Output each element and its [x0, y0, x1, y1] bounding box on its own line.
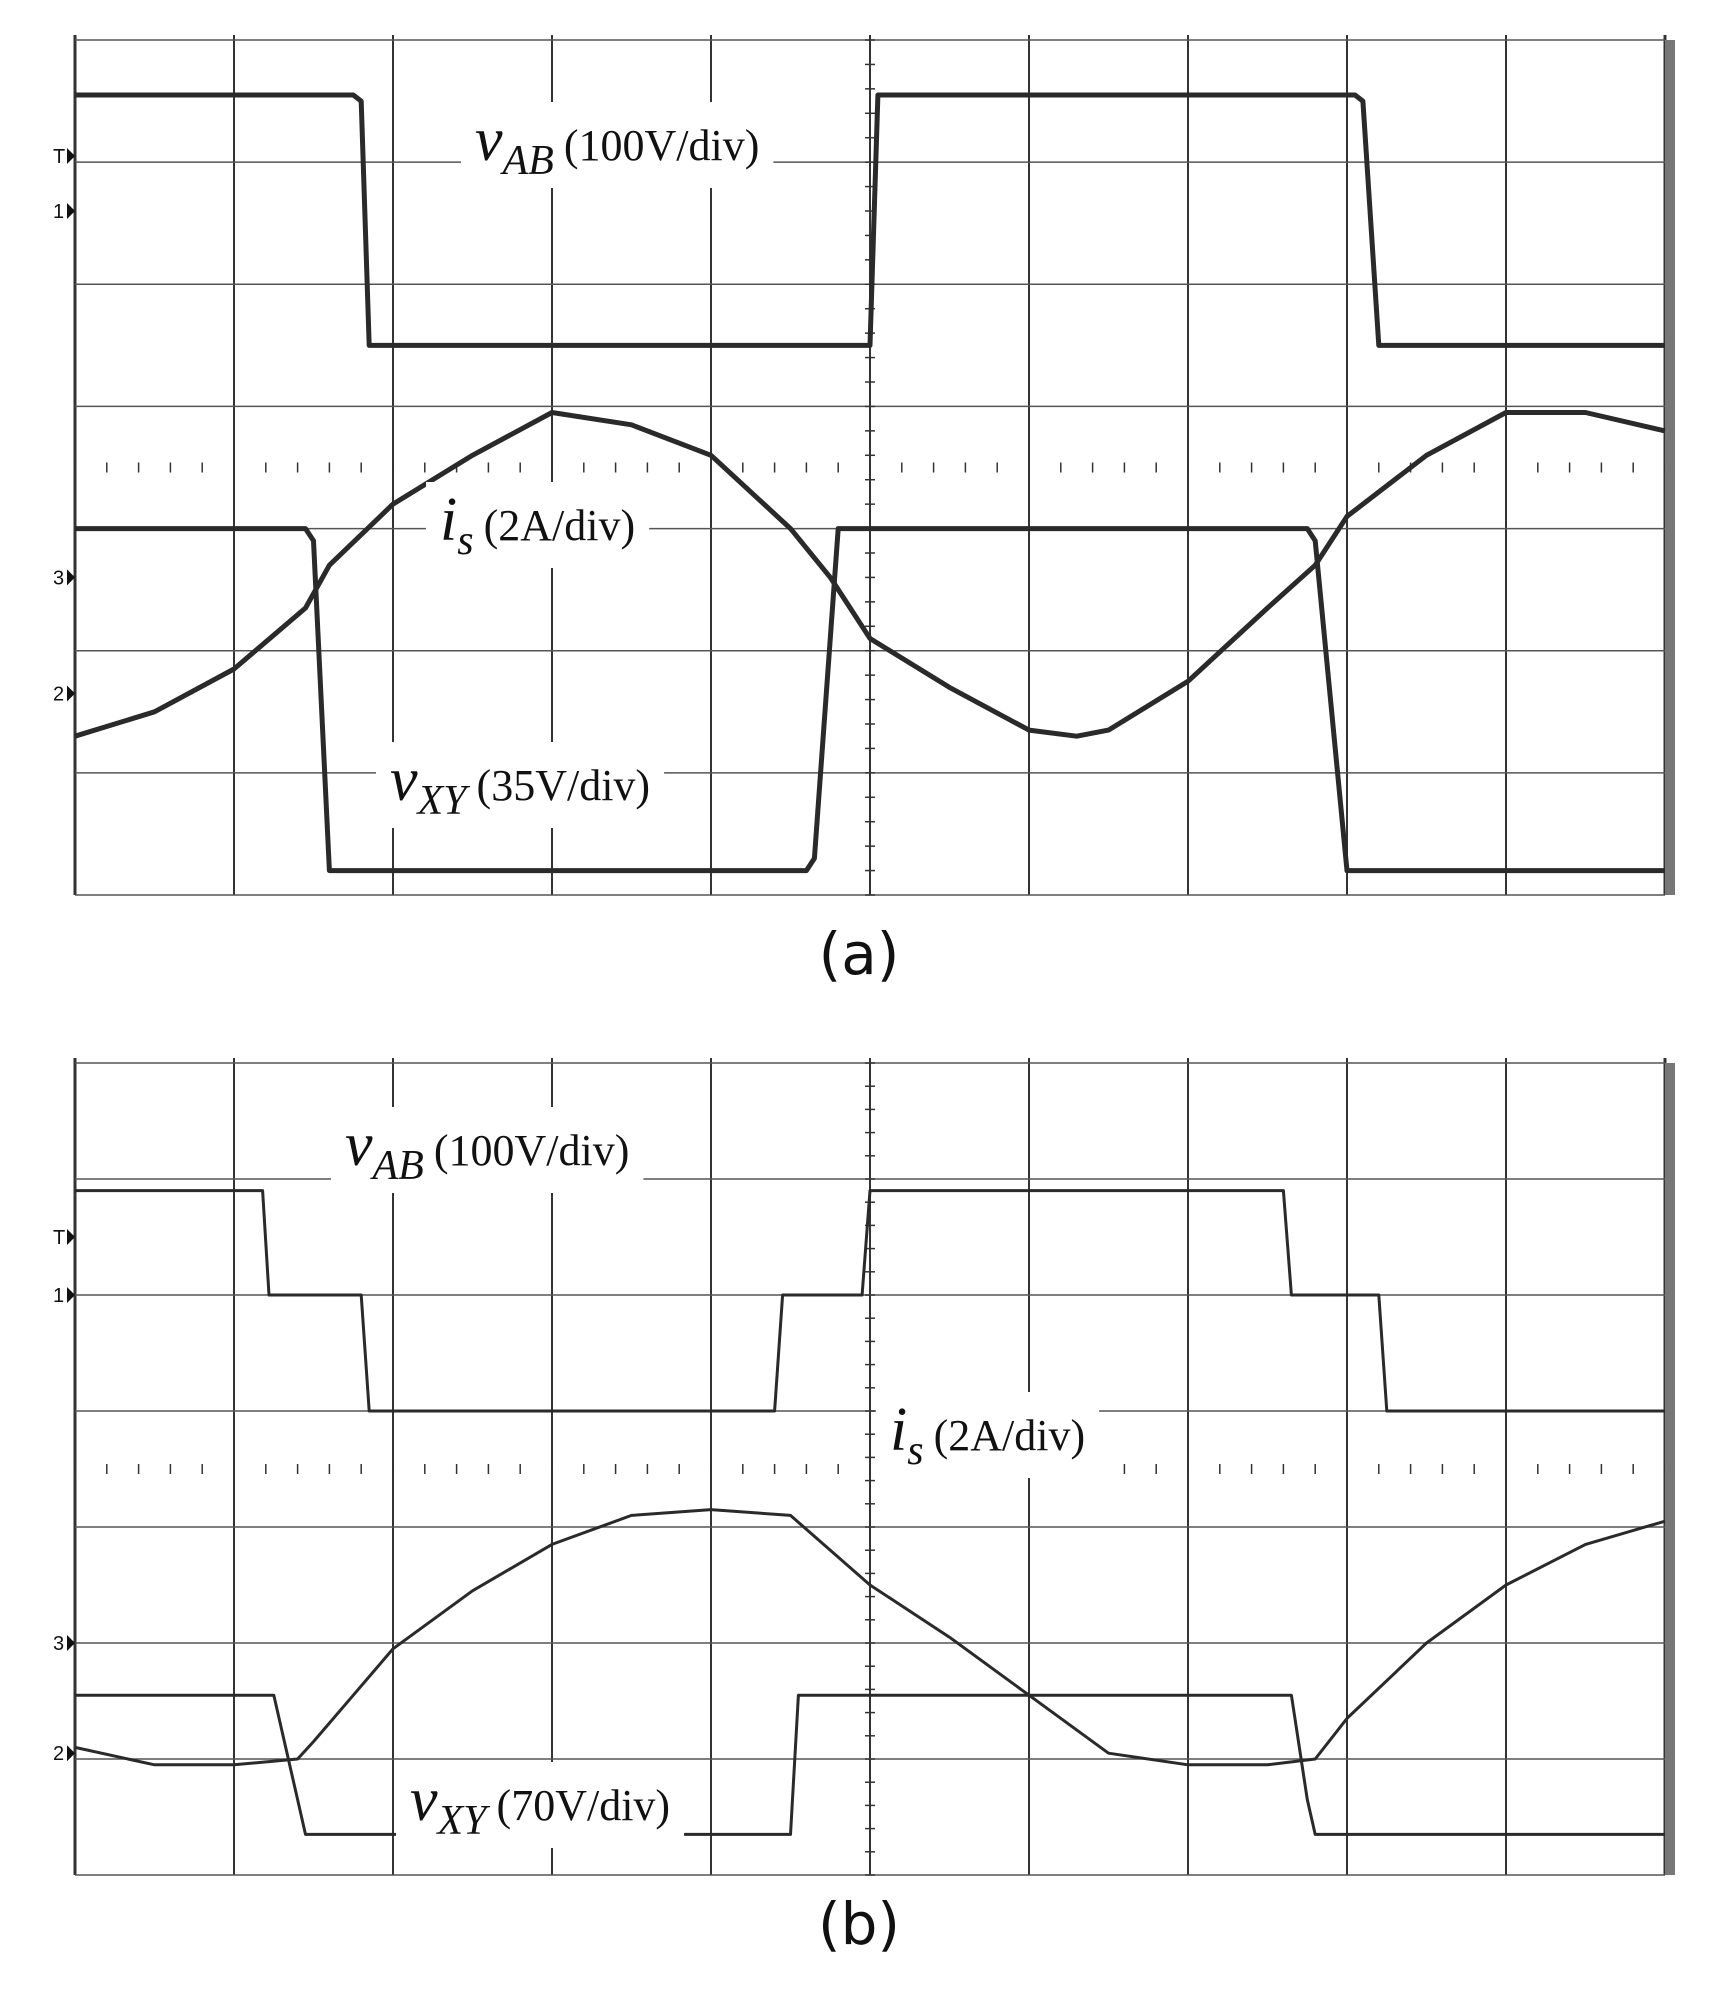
- panel-a-label: (a): [818, 920, 900, 988]
- channel-marker: T: [53, 146, 75, 168]
- channel-marker: 2: [53, 1743, 75, 1765]
- scope-edge-bar: [1665, 1063, 1675, 1875]
- channel-marker-arrow: [67, 1287, 75, 1303]
- trace-annotation: vAB (100V/div): [461, 102, 774, 188]
- channel-marker-arrow: [67, 203, 75, 219]
- panel-b-label: (b): [817, 1890, 901, 1958]
- channel-marker-label: 2: [53, 1743, 64, 1765]
- annotation-subscript: AB: [500, 138, 554, 184]
- channel-marker-label: T: [53, 1227, 65, 1249]
- annotation-scale: (35V/div): [477, 761, 651, 810]
- annotation-scale: (100V/div): [434, 1126, 630, 1175]
- channel-marker-label: 1: [53, 1285, 64, 1307]
- channel-marker-arrow: [67, 685, 75, 702]
- annotation-variable: v: [475, 106, 503, 174]
- annotation-subscript: AB: [370, 1143, 424, 1189]
- channel-marker-arrow: [67, 148, 75, 165]
- annotation-text: is (2A/div): [440, 486, 635, 564]
- annotation-subscript: XY: [416, 778, 472, 824]
- annotation-variable: v: [410, 1766, 438, 1834]
- channel-marker: 1: [53, 1285, 75, 1307]
- channel-marker: 1: [53, 201, 75, 223]
- annotation-text: vAB (100V/div): [345, 1111, 629, 1189]
- oscilloscope-panel-b: T 1 3 2 vAB (100V/div) is (2A/div) vXY (70V/div): [0, 1025, 1718, 1995]
- trace-annotation: is (2A/div): [876, 1392, 1100, 1478]
- trace-v-ab: [75, 92, 1665, 348]
- annotation-variable: v: [390, 746, 418, 814]
- channel-marker-label: 2: [53, 683, 64, 705]
- trace-annotation: vAB (100V/div): [331, 1107, 644, 1193]
- channel-marker-arrow: [67, 1229, 75, 1245]
- annotation-background: [426, 482, 650, 568]
- annotation-subscript: s: [457, 518, 473, 564]
- channel-marker-label: 3: [53, 567, 64, 589]
- annotation-text: is (2A/div): [890, 1396, 1085, 1474]
- annotation-scale: (100V/div): [564, 121, 760, 170]
- annotation-variable: i: [440, 486, 457, 554]
- annotation-scale: (70V/div): [497, 1781, 671, 1830]
- scope-edge-bar: [1665, 40, 1675, 895]
- channel-marker-arrow: [67, 1635, 75, 1651]
- channel-marker-label: 1: [53, 201, 64, 223]
- annotation-text: vXY (35V/div): [390, 746, 650, 824]
- channel-marker-label: 3: [53, 1633, 64, 1655]
- annotation-variable: i: [890, 1396, 907, 1464]
- trace-v-xy: [75, 1693, 1665, 1836]
- channel-marker: 2: [53, 683, 75, 705]
- annotation-background: [461, 102, 774, 188]
- annotation-text: vXY (70V/div): [410, 1766, 670, 1844]
- trace-annotation: vXY (70V/div): [396, 1762, 685, 1848]
- trace-i-s: [74, 1508, 1666, 1767]
- channel-marker-arrow: [67, 1745, 75, 1762]
- channel-marker: 3: [53, 567, 75, 589]
- annotation-background: [396, 1762, 685, 1848]
- channel-marker-arrow: [67, 569, 75, 586]
- annotation-background: [331, 1107, 644, 1193]
- channel-marker: T: [53, 1227, 75, 1249]
- annotation-background: [876, 1392, 1100, 1478]
- annotation-variable: v: [345, 1111, 373, 1179]
- trace-annotation: is (2A/div): [426, 482, 650, 568]
- annotation-subscript: s: [907, 1428, 923, 1474]
- annotation-text: vAB (100V/div): [475, 106, 759, 184]
- annotation-background: [376, 742, 665, 828]
- trace-v-ab: [75, 1189, 1665, 1413]
- annotation-scale: (2A/div): [484, 501, 636, 550]
- oscilloscope-panel-a: T 1 3 2 vAB (100V/div) is (2A/div) vXY (35V/div): [0, 0, 1718, 980]
- channel-marker-label: T: [53, 146, 65, 168]
- trace-annotation: vXY (35V/div): [376, 742, 665, 828]
- annotation-subscript: XY: [436, 1798, 492, 1844]
- annotation-scale: (2A/div): [934, 1411, 1086, 1460]
- trace-v-xy: [75, 526, 1665, 874]
- grid: [73, 1058, 1667, 1876]
- trace-i-s: [74, 410, 1666, 739]
- grid: [73, 35, 1667, 896]
- channel-marker: 3: [53, 1633, 75, 1655]
